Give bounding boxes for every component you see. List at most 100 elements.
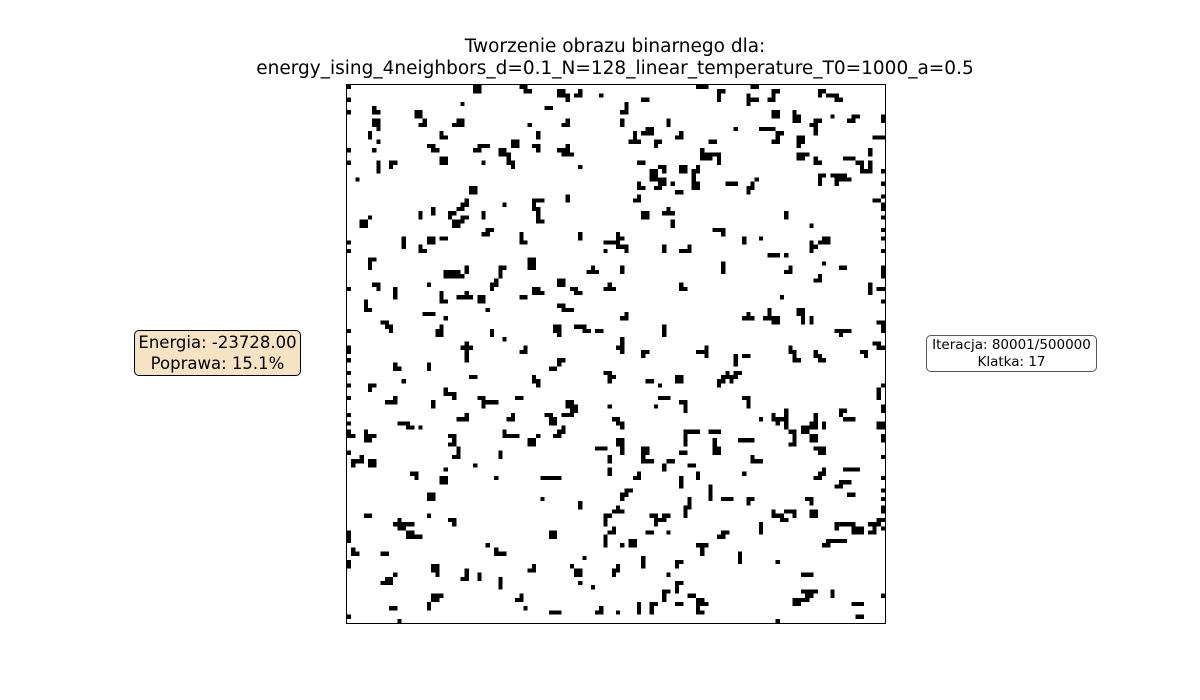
pixel-on (649, 131, 654, 136)
pixel-on (569, 286, 574, 291)
pixel-on (620, 337, 625, 342)
pixel-on (842, 467, 848, 472)
pixel-on (641, 185, 646, 191)
pixel-on (401, 526, 406, 531)
pixel-on (347, 370, 352, 376)
pixel-on (578, 572, 583, 577)
pixel-on (805, 425, 810, 430)
pixel-on (414, 534, 419, 539)
pixel-on (712, 450, 717, 455)
pixel-on (607, 286, 612, 291)
pixel-on (838, 408, 843, 413)
pixel-on (452, 211, 457, 216)
pixel-on (569, 307, 574, 312)
pixel-on (594, 446, 600, 451)
pixel-on (359, 459, 364, 464)
pixel-on (481, 404, 486, 409)
pixel-on (880, 286, 885, 291)
pixel-on (519, 349, 524, 354)
pixel-on (805, 589, 810, 594)
pixel-on (347, 345, 352, 350)
pixel-on (872, 526, 877, 531)
pixel-on (821, 261, 827, 266)
pixel-on (531, 290, 537, 296)
pixel-on (372, 383, 377, 388)
pixel-on (515, 139, 520, 144)
pixel-on (527, 442, 532, 447)
pixel-on (855, 160, 860, 165)
pixel-on (557, 324, 562, 329)
pixel-on (557, 610, 562, 615)
pixel-on (880, 421, 885, 426)
pixel-on (784, 408, 789, 413)
pixel-on (876, 345, 881, 350)
pixel-on (431, 492, 436, 497)
pixel-on (439, 295, 444, 300)
pixel-on (519, 236, 524, 241)
pixel-on (498, 454, 503, 460)
pixel-on (813, 475, 818, 481)
pixel-on (561, 278, 566, 283)
pixel-on (464, 358, 469, 363)
improvement-value: Poprawa: 15.1% (150, 354, 285, 373)
pixel-on (565, 152, 570, 157)
pixel-on (796, 152, 801, 157)
pixel-on (384, 400, 390, 405)
pixel-on (468, 190, 474, 195)
pixel-on (485, 307, 490, 312)
pixel-on (561, 89, 566, 94)
pixel-on (653, 143, 659, 149)
pixel-on (624, 244, 629, 249)
pixel-on (418, 215, 423, 220)
pixel-on (725, 496, 730, 502)
pixel-on (632, 475, 638, 481)
pixel-on (347, 85, 352, 90)
pixel-on (616, 568, 621, 573)
pixel-on (510, 164, 516, 170)
pixel-on (641, 211, 646, 216)
pixel-on (859, 601, 864, 607)
pixel-on (393, 396, 398, 401)
pixel-on (431, 236, 436, 241)
pixel-on (637, 475, 642, 481)
pixel-on (372, 459, 377, 464)
pixel-on (750, 97, 755, 102)
pixel-on (721, 375, 726, 380)
pixel-on (880, 505, 885, 510)
pixel-on (389, 580, 394, 586)
pixel-on (418, 534, 423, 539)
pixel-on (363, 303, 369, 308)
pixel-on (847, 522, 852, 527)
pixel-on (876, 320, 881, 325)
pixel-on (649, 601, 654, 607)
pixel-on (775, 114, 780, 119)
pixel-on (573, 572, 579, 577)
pixel-on (821, 358, 827, 363)
pixel-on (691, 463, 696, 468)
pixel-on (880, 274, 885, 279)
pixel-on (347, 450, 352, 455)
pixel-on (880, 593, 885, 598)
pixel-on (721, 265, 726, 270)
pixel-on (670, 459, 675, 464)
pixel-on (624, 110, 629, 115)
pixel-on (758, 127, 764, 132)
pixel-on (607, 530, 612, 535)
pixel-on (733, 375, 738, 380)
pixel-on (742, 236, 747, 241)
pixel-on (796, 143, 801, 149)
pixel-on (754, 85, 759, 90)
pixel-on (431, 143, 436, 149)
pixel-on (775, 110, 780, 115)
pixel-on (838, 484, 843, 489)
pixel-on (536, 131, 541, 136)
pixel-on (443, 135, 448, 140)
pixel-on (527, 261, 532, 266)
pixel-on (422, 118, 427, 123)
pixel-on (746, 185, 751, 191)
pixel-on (842, 173, 848, 178)
pixel-on (515, 143, 520, 149)
pixel-on (679, 450, 684, 455)
pixel-on (552, 475, 558, 481)
pixel-on (616, 236, 621, 241)
